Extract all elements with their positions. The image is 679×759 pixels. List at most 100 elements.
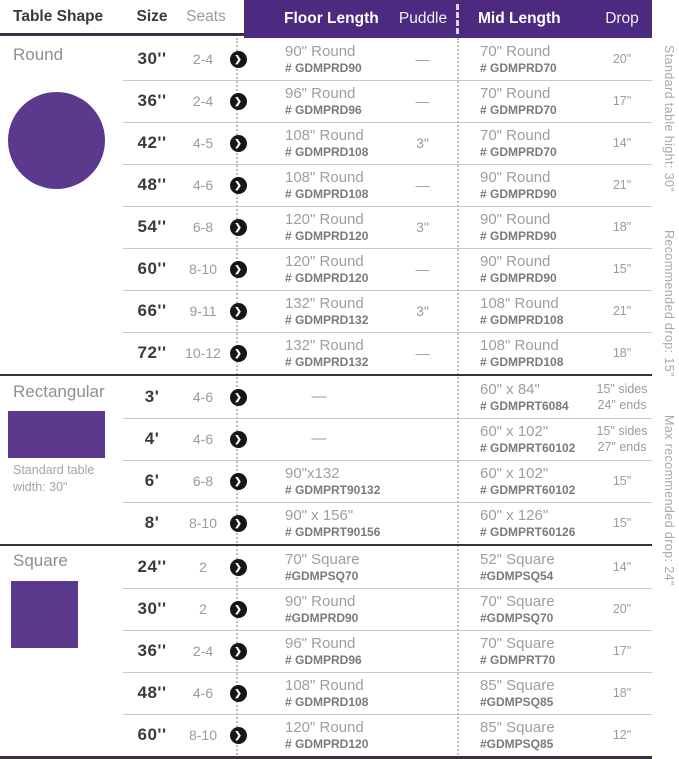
floor-length-cell: 90"x132 # GDMPRT90132 — [248, 460, 390, 502]
floor-part-number: #GDMPSQ70 — [285, 568, 359, 583]
mid-size: 85" Square — [480, 676, 555, 694]
size-cell: 48'' — [137, 683, 167, 702]
drop-cell: 21" — [592, 164, 652, 206]
puddle-cell — [390, 546, 455, 588]
floor-length-cell: 90" x 156" # GDMPRT90156 — [248, 502, 390, 544]
table-row: 60'' 8-10 ❯ 120" Round # GDMPRD120 85" S… — [0, 714, 652, 756]
floor-part-number: # GDMPRD120 — [285, 736, 369, 751]
floor-size: — — [311, 430, 327, 447]
mid-size: 90" Round — [480, 168, 551, 186]
mid-part-number: # GDMPRD108 — [480, 354, 564, 369]
size-cell: 42'' — [137, 133, 167, 152]
arrow-cell: ❯ — [228, 588, 248, 630]
drop-cell: 17" — [592, 80, 652, 122]
arrow-cell: ❯ — [228, 376, 248, 418]
mid-part-number: #GDMPSQ70 — [480, 610, 554, 625]
seats-cell: 6-8 — [192, 219, 214, 235]
drop-cell: 21" — [592, 290, 652, 332]
size-cell: 8' — [144, 513, 160, 532]
mid-size: 60" x 102" — [480, 422, 549, 440]
seats-cell: 4-6 — [192, 389, 214, 405]
drop-value: 15" — [612, 516, 632, 530]
seats-cell: 6-8 — [192, 473, 214, 489]
drop-value: 20" — [612, 52, 632, 66]
mid-length-cell: 90" Round # GDMPRD90 — [455, 206, 592, 248]
floor-part-number: # GDMPRD120 — [285, 270, 369, 285]
drop-value: 15" — [612, 262, 632, 276]
size-cell: 36'' — [137, 641, 167, 660]
puddle-cell: — — [415, 93, 430, 109]
arrow-cell: ❯ — [228, 206, 248, 248]
puddle-cell — [390, 376, 455, 418]
arrow-cell: ❯ — [228, 332, 248, 374]
seats-cell: 4-6 — [192, 177, 214, 193]
seats-cell: 2-4 — [192, 93, 214, 109]
caption-line-1: Standard table — [13, 463, 95, 477]
round-shape-icon — [8, 92, 105, 189]
arrow-icon: ❯ — [229, 218, 247, 236]
floor-length-cell: 120" Round # GDMPRD120 — [248, 714, 390, 756]
drop-cell: 17" — [592, 630, 652, 672]
floor-part-number: # GDMPRD120 — [285, 228, 369, 243]
puddle-cell — [390, 418, 455, 460]
table-row: 48'' 4-6 ❯ 108" Round # GDMPRD108 — 90" … — [0, 164, 652, 206]
mid-part-number: # GDMPRD90 — [480, 228, 557, 243]
mid-part-number: #GDMPSQ85 — [480, 694, 554, 709]
puddle-cell — [390, 630, 455, 672]
floor-part-number: # GDMPRT90132 — [285, 482, 381, 497]
mid-part-number: # GDMPRD90 — [480, 186, 557, 201]
table-row: 66'' 9-11 ❯ 132" Round # GDMPRD132 3" 10… — [0, 290, 652, 332]
floor-length-cell: 108" Round # GDMPRD108 — [248, 672, 390, 714]
floor-size: 132" Round — [285, 294, 364, 312]
floor-length-cell: 70" Square #GDMPSQ70 — [248, 546, 390, 588]
floor-size: 70" Square — [285, 550, 360, 568]
mid-part-number: # GDMPRD70 — [480, 102, 557, 117]
caption-line-2: width: 30" — [13, 480, 68, 494]
drop-cell: 20" — [592, 38, 652, 80]
mid-size: 90" Round — [480, 210, 551, 228]
floor-size: 90" x 156" — [285, 506, 354, 524]
drop-cell: 14" — [592, 122, 652, 164]
table-row: 54'' 6-8 ❯ 120" Round # GDMPRD120 3" 90"… — [0, 206, 652, 248]
drop-value: 12" — [612, 728, 632, 742]
floor-length-cell: — — [248, 376, 390, 418]
table-row: 6' 6-8 ❯ 90"x132 # GDMPRT90132 60" x 102… — [0, 460, 652, 502]
floor-length-cell: 96" Round # GDMPRD96 — [248, 80, 390, 122]
mid-length-cell: 70" Square #GDMPSQ70 — [455, 588, 592, 630]
arrow-icon: ❯ — [229, 176, 247, 194]
arrow-icon: ❯ — [229, 388, 247, 406]
mid-part-number: # GDMPRD90 — [480, 270, 557, 285]
mid-part-number: # GDMPRD70 — [480, 144, 557, 159]
arrow-icon: ❯ — [229, 302, 247, 320]
arrow-cell: ❯ — [228, 418, 248, 460]
drop-cell: 18" — [592, 206, 652, 248]
drop-cell: 12" — [592, 714, 652, 756]
floor-part-number: # GDMPRD96 — [285, 652, 362, 667]
mid-size: 70" Square — [480, 592, 555, 610]
header-seats: Seats — [186, 7, 226, 25]
mid-length-cell: 90" Round # GDMPRD90 — [455, 248, 592, 290]
section-rectangular: 3' 4-6 ❯ — 60" x 84" # GDMPRT6084 15" si… — [0, 374, 652, 544]
seats-cell: 8-10 — [188, 727, 218, 743]
floor-size: 90" Round — [285, 592, 356, 610]
note-max-drop: Max recommended drop: 24" — [662, 414, 676, 586]
puddle-cell: 3" — [416, 219, 429, 235]
arrow-icon: ❯ — [229, 514, 247, 532]
floor-length-cell: 120" Round # GDMPRD120 — [248, 206, 390, 248]
drop-value: 17" — [612, 644, 632, 658]
arrow-icon: ❯ — [229, 558, 247, 576]
drop-cell: 15" — [592, 460, 652, 502]
mid-size: 85" Square — [480, 718, 555, 736]
seats-cell: 2 — [199, 601, 207, 617]
drop-value: 21" — [612, 304, 632, 318]
mid-length-cell: 108" Round # GDMPRD108 — [455, 290, 592, 332]
seats-cell: 10-12 — [185, 345, 221, 361]
floor-part-number: # GDMPRD132 — [285, 312, 369, 327]
floor-part-number: # GDMPRD108 — [285, 694, 369, 709]
seats-cell: 4-5 — [192, 135, 214, 151]
mid-length-cell: 85" Square #GDMPSQ85 — [455, 672, 592, 714]
mid-length-cell: 70" Square # GDMPRT70 — [455, 630, 592, 672]
table-row: 3' 4-6 ❯ — 60" x 84" # GDMPRT6084 15" si… — [0, 376, 652, 418]
mid-length-cell: 70" Round # GDMPRD70 — [455, 122, 592, 164]
header-table-shape: Table Shape — [13, 7, 104, 25]
